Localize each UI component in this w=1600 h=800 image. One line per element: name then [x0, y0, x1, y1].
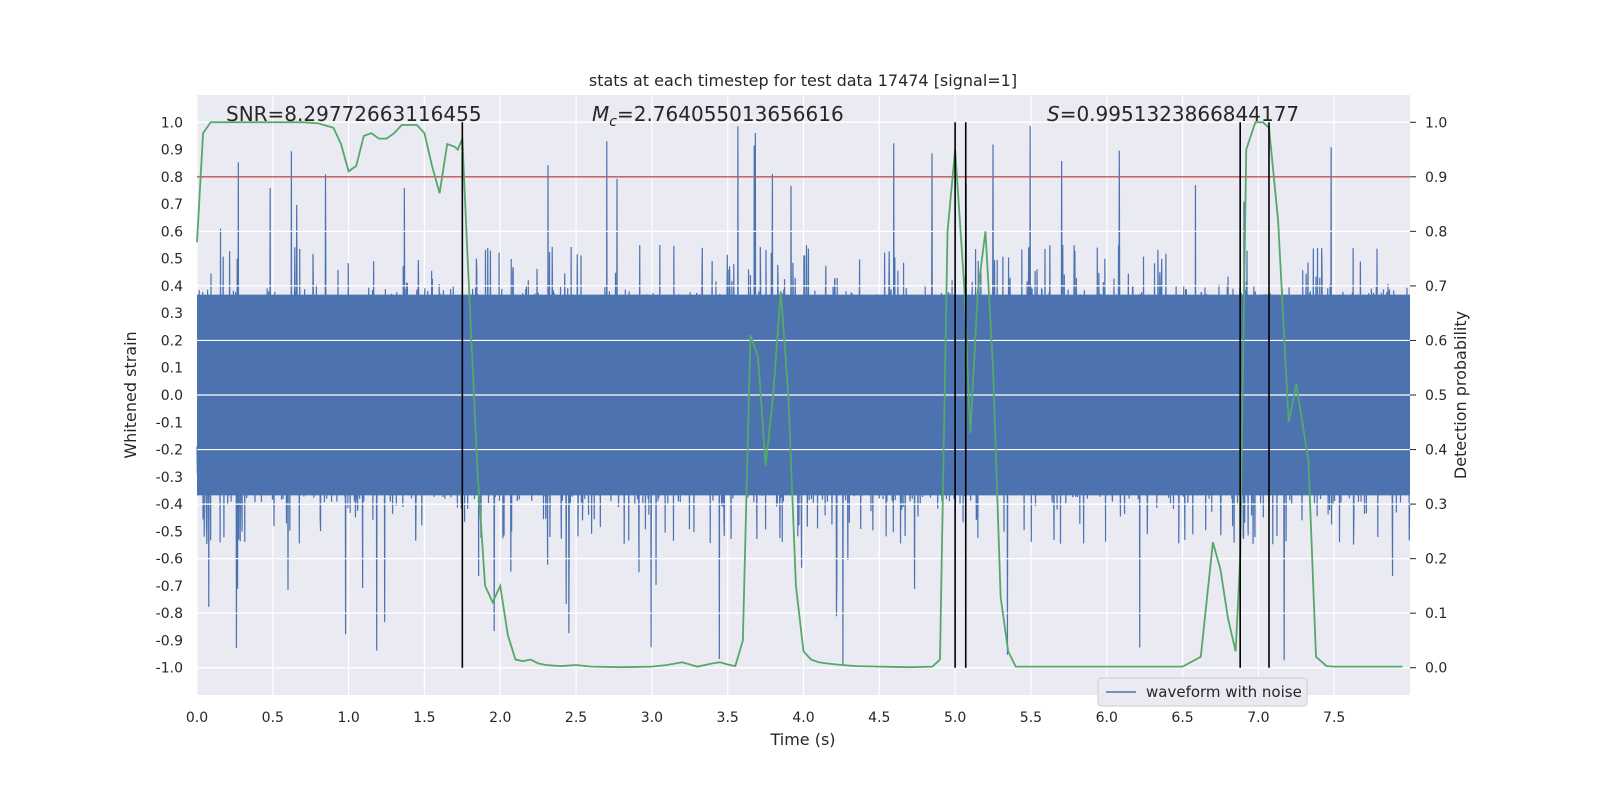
legend: waveform with noise	[1097, 677, 1308, 707]
y2-axis-label: Detection probability	[1451, 311, 1470, 479]
y2-tick-label: 0.0	[1425, 661, 1447, 677]
x-tick-label: 6.0	[1096, 710, 1118, 726]
y-tick-label: -0.9	[156, 633, 183, 649]
vertical-markers	[461, 122, 1270, 668]
y2-tick-label: 0.7	[1425, 279, 1447, 295]
s-value: =0.9951323866844177	[1060, 102, 1299, 126]
threshold-line	[197, 121, 1410, 669]
y-tick-label: 0.6	[161, 224, 183, 240]
y-tick-label: 0.4	[161, 279, 183, 295]
y-tick-label: 1.0	[161, 115, 183, 131]
chart-title: stats at each timestep for test data 174…	[589, 71, 1017, 90]
x-tick-label: 4.5	[868, 710, 890, 726]
x-tick-label: 5.5	[1020, 710, 1042, 726]
y-tick-label: -0.5	[156, 524, 183, 540]
y-tick-label: -0.1	[156, 415, 183, 431]
y-tick-label: 0.9	[161, 143, 183, 159]
y2-tick-label: 0.9	[1425, 170, 1447, 186]
x-tick-label: 7.5	[1323, 710, 1345, 726]
y-tick-label: -0.6	[156, 552, 183, 568]
x-tick-label: 2.5	[565, 710, 587, 726]
x-tick-label: 0.0	[186, 710, 208, 726]
y-axis-label: Whitened strain	[121, 331, 140, 458]
y2-tick-label: 0.4	[1425, 443, 1447, 459]
y-tick-label: 0.0	[161, 388, 183, 404]
mc-symbol: M	[592, 102, 609, 126]
y2-tick-label: 0.8	[1425, 224, 1447, 240]
y-tick-label: 0.1	[161, 361, 183, 377]
snr-annotation: SNR=8.29772663116455	[226, 102, 482, 126]
y2-tick-label: 0.1	[1425, 606, 1447, 622]
x-tick-label: 0.5	[262, 710, 284, 726]
legend-label: waveform with noise	[1146, 683, 1302, 701]
s-annotation: S=0.9951323866844177	[1047, 102, 1299, 126]
y-tick-label: 0.5	[161, 252, 183, 268]
x-tick-label: 6.5	[1171, 710, 1193, 726]
x-tick-label: 7.0	[1247, 710, 1269, 726]
mc-annotation: Mc=2.764055013656616	[592, 102, 844, 130]
detection-probability-series	[196, 121, 1403, 669]
x-tick-label: 1.0	[337, 710, 359, 726]
x-axis-label: Time (s)	[769, 730, 835, 749]
y-tick-label: 0.2	[161, 333, 183, 349]
y2-tick-label: 0.2	[1425, 552, 1447, 568]
mc-value: =2.764055013656616	[617, 102, 844, 126]
y-tick-label: -0.2	[156, 443, 183, 459]
legend-box	[1097, 677, 1308, 707]
s-symbol: S	[1047, 102, 1060, 126]
y-tick-label: -0.3	[156, 470, 183, 486]
x-tick-label: 3.0	[641, 710, 663, 726]
x-tick-labels: 0.0 0.5 1.0 1.5 2.0 2.5 3.0 3.5 4.0 4.5 5.0 5.5 6.0 6…	[186, 710, 1345, 726]
probability-line	[196, 121, 1403, 669]
x-tick-label: 2.0	[489, 710, 511, 726]
mc-subscript: c	[609, 114, 617, 130]
x-tick-label: 1.5	[413, 710, 435, 726]
y2-tick-label: 0.3	[1425, 497, 1447, 513]
y-tick-label: 0.3	[161, 306, 183, 322]
y2-tick-labels: 0.0 0.1 0.2 0.3 0.4 0.5 0.6 0.7 0.8 0.9 1.0	[1410, 115, 1447, 677]
y-tick-labels: -1.0 -0.9 -0.8 -0.7 -0.6 -0.5 -0.4 -0.3 -0.2 -0.1…	[156, 115, 183, 676]
y2-tick-label: 0.5	[1425, 388, 1447, 404]
x-tick-label: 5.0	[944, 710, 966, 726]
y-tick-label: -0.8	[156, 606, 183, 622]
y-tick-label: 0.7	[161, 197, 183, 213]
x-tick-label: 3.5	[717, 710, 739, 726]
x-tick-label: 4.0	[792, 710, 814, 726]
y-tick-label: 0.8	[161, 170, 183, 186]
y-tick-label: -0.7	[156, 579, 183, 595]
y2-tick-label: 0.6	[1425, 333, 1447, 349]
y2-tick-label: 1.0	[1425, 115, 1447, 131]
y-tick-label: -0.4	[156, 497, 183, 513]
y-tick-label: -1.0	[156, 661, 183, 677]
